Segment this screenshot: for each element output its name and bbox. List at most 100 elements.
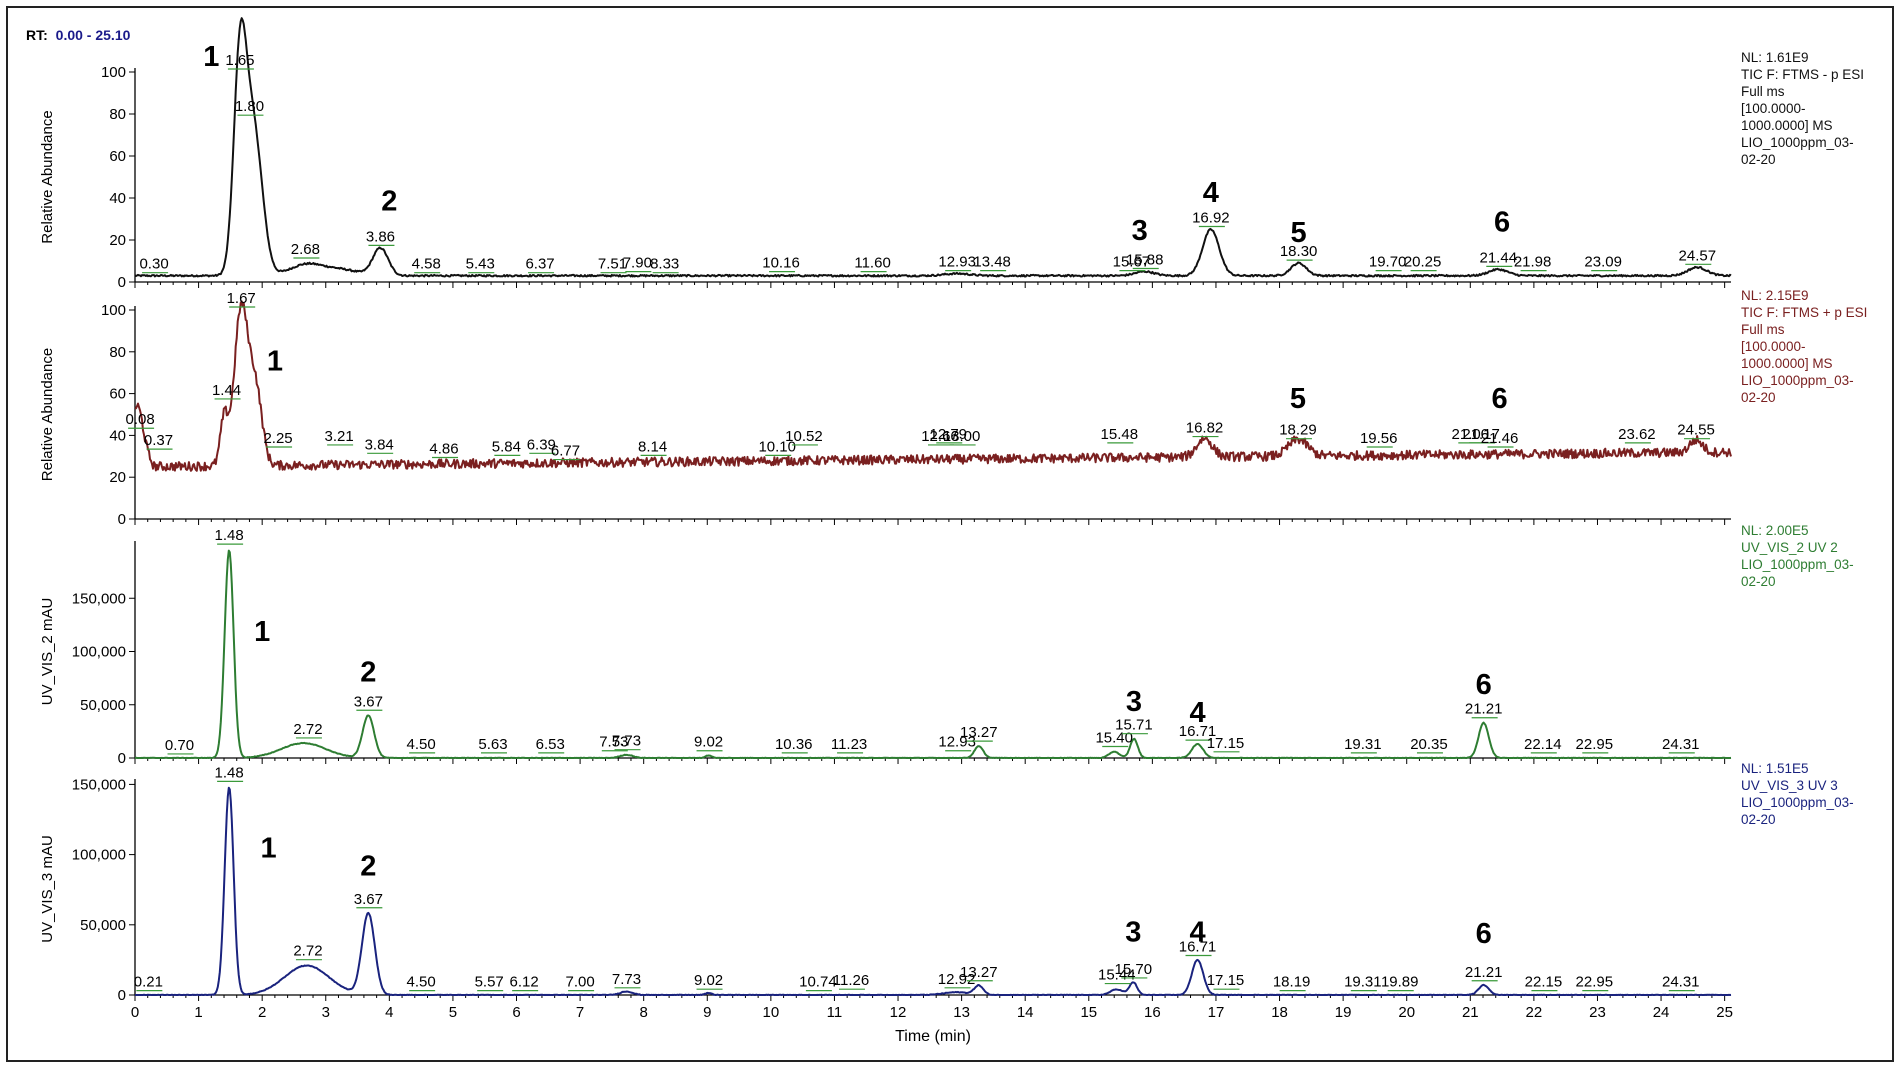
peak-number-annotation: 1: [203, 41, 219, 73]
peak-label: 6.37: [525, 256, 554, 273]
peak-number-annotation: 5: [1291, 217, 1307, 249]
peak-label: 11.26: [833, 972, 869, 989]
peak-label: 17.15: [1207, 972, 1245, 989]
peak-label: 15.70: [1115, 961, 1153, 978]
info-line: Full ms: [1741, 84, 1785, 99]
info-line: 02-20: [1741, 390, 1776, 405]
peak-label: 0.08: [125, 411, 154, 428]
peak-label: 3.86: [366, 228, 395, 245]
y-axis-label: Relative Abundance: [39, 348, 56, 481]
y-tick-label: 60: [109, 148, 126, 165]
x-tick-label: 14: [1017, 1004, 1034, 1021]
peak-label: 2.72: [293, 943, 322, 960]
peak-label: 21.00: [1452, 426, 1490, 443]
info-line: NL: 2.00E5: [1741, 523, 1809, 538]
trace-line-panel-4: [135, 786, 1732, 996]
info-line: LIO_1000ppm_03-: [1741, 795, 1854, 810]
peak-label: 24.31: [1662, 736, 1700, 753]
info-line: NL: 2.15E9: [1741, 288, 1809, 303]
peak-label: 12.93: [938, 254, 976, 271]
rt-range-value: 0.00 - 25.10: [56, 27, 131, 43]
rt-prefix: RT:: [26, 27, 48, 43]
peak-label: 16.82: [1186, 420, 1224, 437]
peak-label: 21.21: [1465, 964, 1503, 981]
peak-number-annotation: 2: [360, 656, 376, 688]
info-line: NL: 1.51E5: [1741, 761, 1809, 776]
peak-label: 6.77: [551, 443, 580, 460]
peak-number-annotation: 1: [254, 616, 270, 648]
peak-label: 5.57: [475, 974, 504, 991]
peak-number-annotation: 1: [267, 346, 283, 378]
peak-label: 11.60: [854, 255, 890, 272]
x-tick-label: 25: [1716, 1004, 1733, 1021]
peak-number-annotation: 6: [1491, 383, 1507, 415]
x-tick-label: 22: [1526, 1004, 1543, 1021]
peak-label: 3.84: [365, 436, 394, 453]
peak-label: 4.50: [407, 974, 436, 991]
peak-label: 4.86: [429, 440, 458, 457]
peak-label: 12.66: [921, 428, 959, 445]
info-line: 1000.0000] MS: [1741, 356, 1833, 371]
peak-label: 8.14: [638, 438, 667, 455]
info-line: LIO_1000ppm_03-: [1741, 135, 1854, 150]
peak-label: 1.48: [215, 764, 244, 781]
peak-label: 10.16: [762, 255, 800, 272]
info-line: LIO_1000ppm_03-: [1741, 557, 1854, 572]
y-tick-label: 0: [118, 511, 126, 528]
y-tick-label: 150,000: [72, 776, 126, 793]
peak-label: 4.58: [412, 256, 441, 273]
trace-line-panel-1: [134, 17, 1732, 278]
x-tick-label: 2: [258, 1004, 266, 1021]
peak-label: 19.56: [1360, 430, 1398, 447]
peak-label: 7.73: [612, 971, 641, 988]
y-axis-label: Relative Abundance: [39, 110, 56, 243]
x-tick-label: 4: [385, 1004, 393, 1021]
peak-label: 7.73: [612, 733, 641, 750]
x-tick-label: 7: [576, 1004, 584, 1021]
x-tick-label: 18: [1271, 1004, 1288, 1021]
y-tick-label: 20: [109, 469, 126, 486]
peak-label: 6.12: [510, 974, 539, 991]
y-tick-label: 0: [118, 750, 126, 767]
peak-label: 11.23: [831, 736, 867, 753]
y-tick-label: 0: [118, 987, 126, 1004]
peak-label: 15.88: [1126, 252, 1164, 269]
info-line: 02-20: [1741, 152, 1776, 167]
peak-label: 9.02: [694, 734, 723, 751]
peak-label: 12.92: [938, 971, 976, 988]
peak-label: 5.63: [478, 736, 507, 753]
trace-line-panel-3: [134, 549, 1732, 759]
peak-label: 5.43: [466, 256, 495, 273]
peak-label: 18.29: [1279, 422, 1317, 439]
y-tick-label: 50,000: [80, 697, 126, 714]
peak-label: 3.67: [354, 693, 383, 710]
y-tick-label: 100: [101, 302, 126, 319]
x-tick-label: 12: [890, 1004, 907, 1021]
peak-label: 7.53: [599, 734, 628, 751]
peak-number-annotation: 2: [360, 851, 376, 883]
peak-label: 20.25: [1404, 254, 1442, 271]
peak-label: 19.89: [1381, 974, 1419, 991]
y-tick-label: 20: [109, 232, 126, 249]
y-tick-label: 50,000: [80, 917, 126, 934]
y-axis-label: UV_VIS_2 mAU: [39, 598, 56, 706]
peak-label: 0.37: [144, 432, 173, 449]
rt-range-label: RT: 0.00 - 25.10: [26, 27, 131, 43]
figure-frame: [6, 6, 1894, 1062]
peak-label: 1.67: [227, 290, 256, 307]
peak-number-annotation: 2: [381, 186, 397, 218]
peak-label: 1.80: [235, 98, 264, 115]
peak-label: 4.50: [407, 736, 436, 753]
peak-label: 6.53: [536, 736, 565, 753]
panel-3: 0 50,000 100,000 150,000 UV_VIS_2 mAU 0.70 1.4…: [39, 523, 1854, 767]
y-tick-label: 80: [109, 344, 126, 361]
peak-label: 1.48: [215, 527, 244, 544]
peak-label: 21.98: [1514, 254, 1552, 271]
x-tick-label: 1: [194, 1004, 202, 1021]
x-tick-label: 5: [449, 1004, 457, 1021]
peak-label: 23.09: [1584, 254, 1622, 271]
peak-label: 2.68: [291, 241, 320, 258]
x-tick-label: 13: [953, 1004, 970, 1021]
